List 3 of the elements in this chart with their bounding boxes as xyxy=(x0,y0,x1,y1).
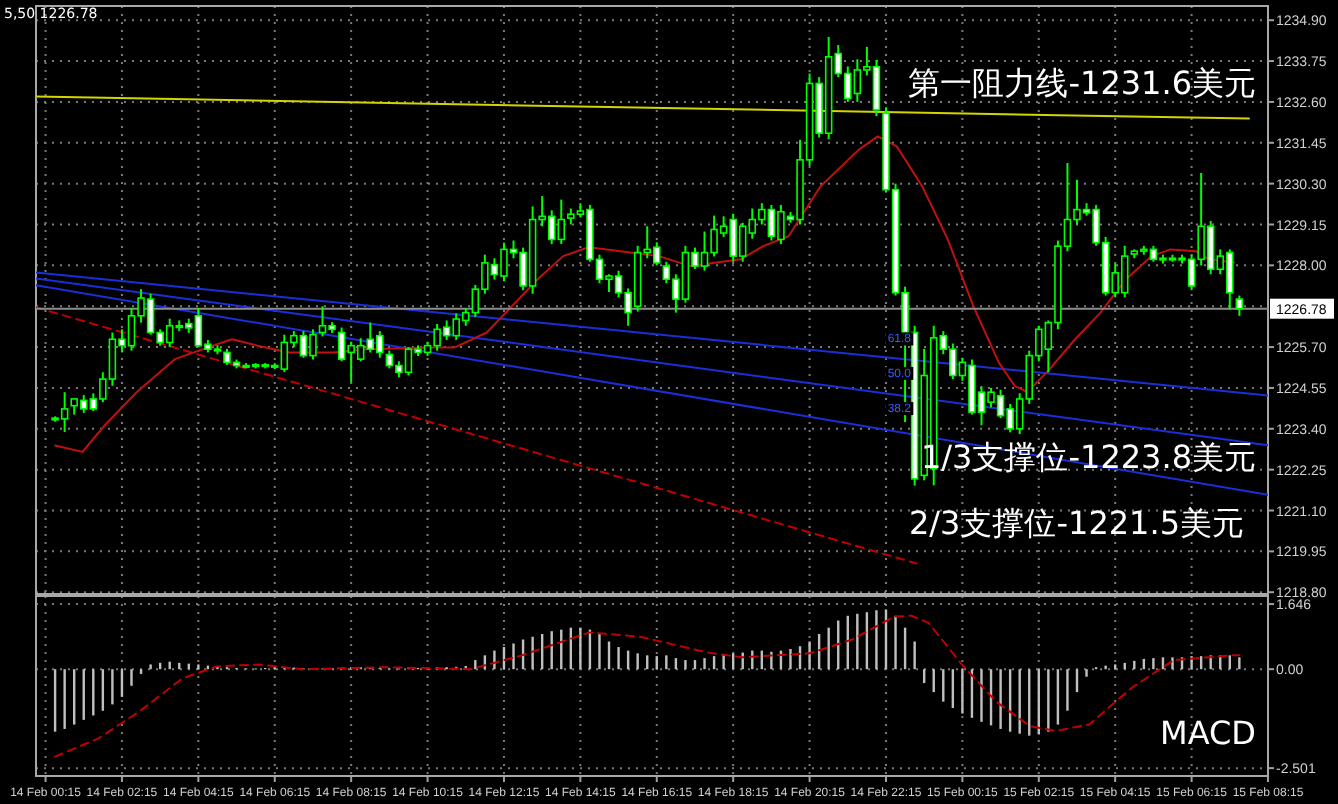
annotation: MACD xyxy=(1160,714,1256,752)
annotation: 第一阻力线-1231.6美元 xyxy=(908,64,1256,102)
annotation: 2/3支撑位-1221.5美元 xyxy=(908,504,1244,542)
